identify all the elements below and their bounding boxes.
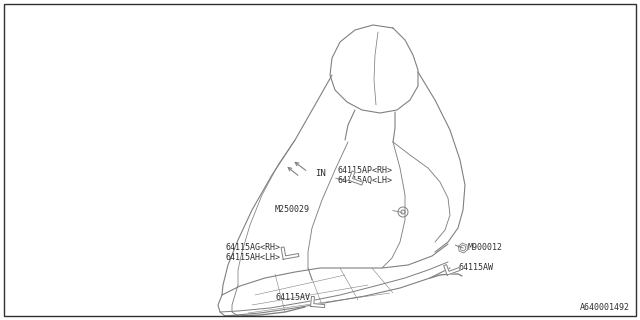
Text: 64115AP<RH>: 64115AP<RH> xyxy=(337,165,392,174)
Text: M250029: M250029 xyxy=(275,205,310,214)
Text: 64115AV: 64115AV xyxy=(275,293,310,302)
Text: 64115AG<RH>: 64115AG<RH> xyxy=(225,244,280,252)
Polygon shape xyxy=(444,265,460,275)
Text: IN: IN xyxy=(315,169,326,178)
Polygon shape xyxy=(458,243,468,253)
Text: A640001492: A640001492 xyxy=(580,303,630,312)
Polygon shape xyxy=(310,296,324,308)
Text: 64115AW: 64115AW xyxy=(458,263,493,273)
Text: 64115AH<LH>: 64115AH<LH> xyxy=(225,253,280,262)
Text: M900012: M900012 xyxy=(468,244,503,252)
Polygon shape xyxy=(349,171,363,185)
Polygon shape xyxy=(281,247,299,259)
Text: 64115AQ<LH>: 64115AQ<LH> xyxy=(337,175,392,185)
